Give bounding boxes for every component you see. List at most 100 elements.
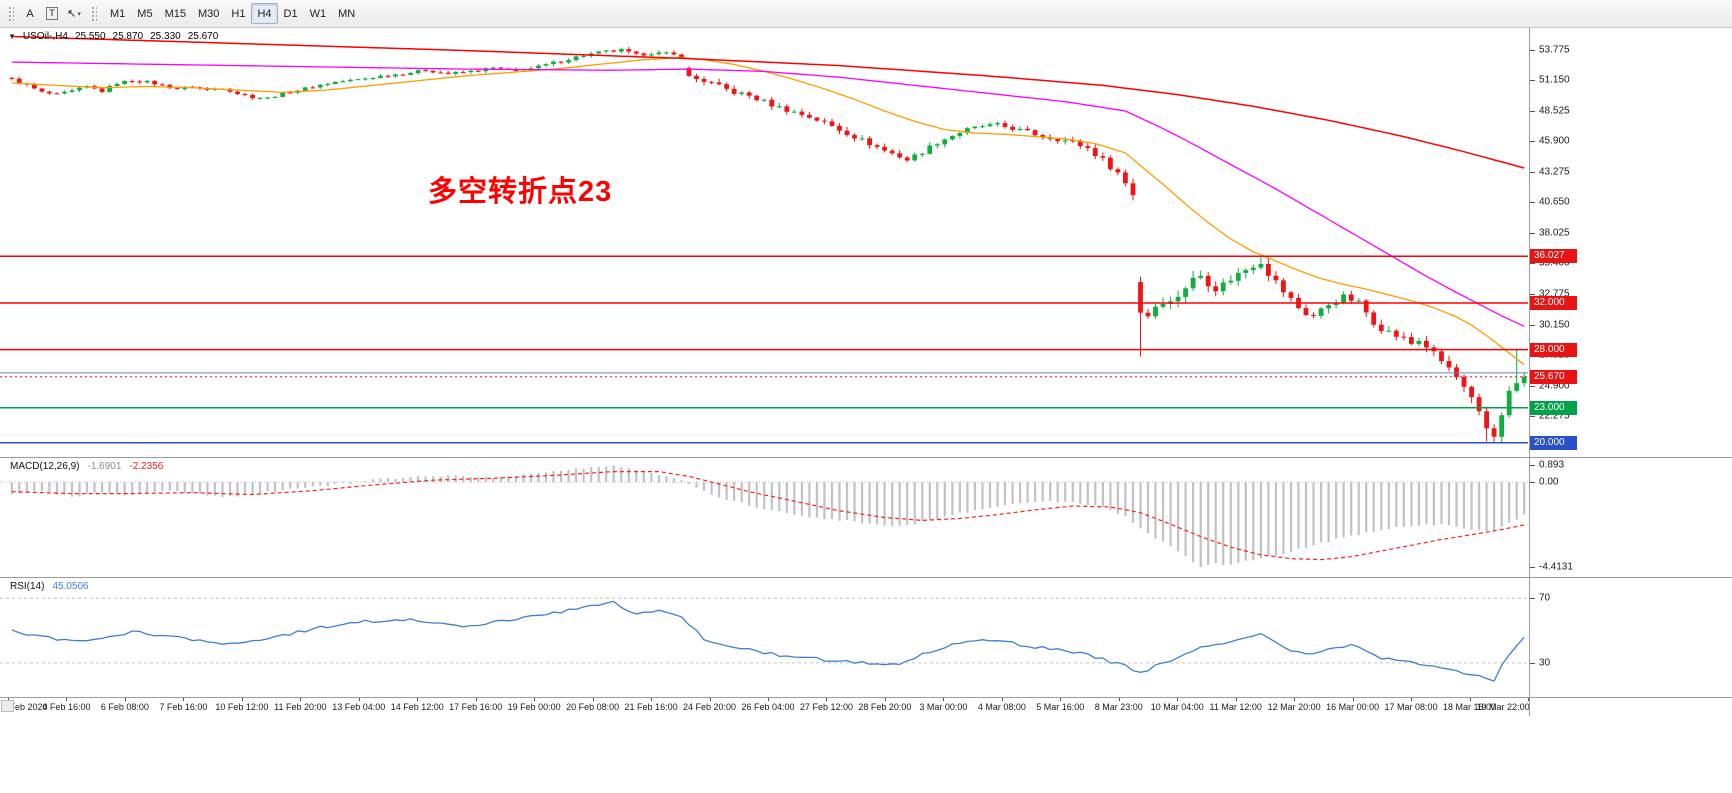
candle-body (1198, 275, 1204, 278)
timeframe-button-m30[interactable]: M30 (192, 3, 225, 24)
candle-body (1363, 300, 1369, 313)
macd-tick-mark (1530, 482, 1535, 484)
candle-body (1454, 367, 1459, 377)
pointer-tool-button[interactable]: ↖ ▾ (63, 3, 85, 24)
panel-separator-2[interactable] (0, 577, 1732, 578)
text-tool-button[interactable]: T (41, 3, 63, 24)
one-click-trading-arrow-icon[interactable]: ▼ (8, 32, 16, 41)
timeframe-button-w1[interactable]: W1 (304, 3, 333, 24)
candle-body (664, 52, 669, 54)
candle-body (468, 70, 474, 73)
candle-body (137, 81, 143, 83)
candle-body (972, 126, 978, 129)
time-tick-mark (8, 698, 9, 701)
candle-body (716, 82, 722, 85)
time-tick-mark (1235, 698, 1237, 701)
candle-body (641, 53, 647, 56)
candle-body (1250, 267, 1256, 271)
timeframe-button-mn[interactable]: MN (332, 3, 361, 24)
candle-body (287, 92, 293, 94)
candle-body (1205, 275, 1211, 287)
arrow-tool-button[interactable]: A (19, 3, 41, 24)
candle-body (1318, 308, 1324, 316)
macd-tick-label: -4.4131 (1539, 561, 1573, 573)
candle-body (686, 67, 692, 76)
time-tick-mark (768, 698, 769, 701)
candle-body (814, 117, 820, 121)
candle-body (912, 154, 918, 161)
candle-body (581, 55, 586, 57)
time-axis[interactable]: 3 Feb 2020 4 Feb 16:00 6 Feb 08:00 7 Feb 16… (0, 698, 1732, 716)
price-tick-label: 43.275 (1539, 166, 1570, 178)
macd-histogram (10, 465, 1526, 568)
candle-body (265, 97, 270, 99)
candle-body (393, 74, 398, 77)
price-tick-label: 35.400 (1539, 257, 1570, 269)
candle-body (498, 67, 504, 69)
candle-body (453, 71, 459, 74)
candle-body (867, 138, 872, 146)
time-tick-mark (417, 698, 419, 701)
candle-body (1070, 140, 1076, 142)
ohlc-high: 25.870 (112, 31, 144, 42)
candle-body (1281, 280, 1286, 293)
rsi-value: 45.0506 (52, 581, 89, 592)
candle-body (1409, 337, 1414, 344)
rsi-label: RSI(14) 45.0506 (10, 581, 89, 592)
chart-annotation-text[interactable]: 多空转折点23 (428, 176, 613, 208)
macd-scale[interactable]: 0.893 0.00 -4.4131 (1530, 458, 1730, 577)
candle-body (340, 81, 346, 83)
price-tick-mark (1530, 80, 1535, 82)
rsi-scale[interactable]: 70 30 (1530, 578, 1730, 697)
candle-body (1130, 183, 1136, 196)
candle-body (1085, 146, 1091, 149)
macd-tick-mark (1530, 465, 1535, 466)
candle-body (370, 77, 376, 79)
corner-box (1, 700, 14, 712)
timeframe-button-m1[interactable]: M1 (104, 3, 131, 24)
price-scale[interactable]: 53.775 51.150 48.525 45.900 43.275 40.650 38.0… (1530, 28, 1730, 458)
candle-body (739, 92, 745, 94)
price-tick-label: 51.150 (1539, 74, 1570, 86)
timeframe-button-h4[interactable]: H4 (251, 3, 278, 24)
toolbar-grip[interactable] (7, 4, 14, 23)
macd-panel[interactable] (0, 458, 1732, 577)
ohlc-open: 25.550 (74, 31, 106, 42)
toolbar-grip-2[interactable] (90, 4, 97, 23)
candle-body (1416, 341, 1422, 344)
timeframe-button-m15[interactable]: M15 (159, 3, 192, 24)
time-label: 21 Feb 16:00 (624, 702, 678, 712)
candle-body (746, 92, 752, 96)
time-label: 3 Feb 2020 (2, 702, 48, 712)
price-tick-mark (1530, 385, 1535, 387)
price-chart[interactable] (0, 28, 1732, 458)
price-tag-20.000: 20.000 (1530, 435, 1577, 450)
candle-body (1439, 351, 1444, 362)
price-tick-label: 45.900 (1539, 135, 1570, 147)
candle-body (1115, 169, 1121, 173)
time-tick-mark (1469, 698, 1471, 701)
time-tick-mark (534, 698, 536, 701)
candle-body (649, 54, 654, 56)
panel-separator-1[interactable] (0, 457, 1732, 458)
candle-body (536, 65, 541, 69)
timeframe-button-d1[interactable]: D1 (278, 3, 304, 24)
time-tick-mark (884, 698, 886, 701)
candle-body (791, 111, 797, 113)
timeframe-button-h1[interactable]: H1 (225, 3, 251, 24)
rsi-panel[interactable] (0, 578, 1732, 697)
price-tag-32.000: 32.000 (1530, 296, 1577, 311)
timeframe-button-m5[interactable]: M5 (131, 3, 158, 24)
time-label: 4 Feb 16:00 (42, 702, 91, 712)
candle-body (701, 79, 707, 82)
time-label: 4 Mar 08:00 (977, 702, 1026, 712)
price-tick-mark (1530, 110, 1535, 112)
time-label: 3 Mar 00:00 (919, 702, 968, 712)
price-tick-label: 24.900 (1539, 380, 1570, 392)
candle-body (1123, 172, 1128, 184)
price-tick-mark (1530, 202, 1535, 204)
candle-body (934, 144, 940, 146)
candle-body (618, 49, 624, 52)
rsi-name: RSI(14) (10, 581, 45, 592)
candle-body (837, 125, 842, 131)
